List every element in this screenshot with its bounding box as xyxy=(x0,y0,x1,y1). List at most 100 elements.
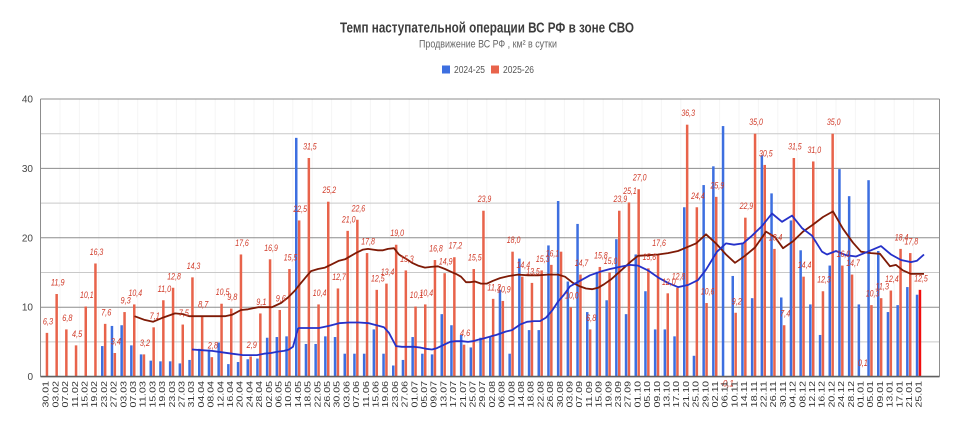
svg-text:28.12: 28.12 xyxy=(846,381,856,408)
svg-text:13.10: 13.10 xyxy=(662,381,672,408)
svg-text:17,2: 17,2 xyxy=(449,241,463,251)
svg-text:21.07: 21.07 xyxy=(458,381,468,408)
svg-text:2025-26: 2025-26 xyxy=(503,65,534,76)
svg-text:17.01: 17.01 xyxy=(894,381,904,408)
svg-text:02.08: 02.08 xyxy=(487,381,497,408)
svg-text:22,5: 22,5 xyxy=(293,204,308,214)
svg-text:15.02: 15.02 xyxy=(80,381,90,408)
svg-text:30.01: 30.01 xyxy=(41,381,51,408)
svg-text:26.11: 26.11 xyxy=(768,381,778,408)
svg-text:3,2: 3,2 xyxy=(140,338,150,348)
svg-text:24.04: 24.04 xyxy=(244,381,254,408)
svg-text:10: 10 xyxy=(22,303,34,314)
svg-text:30,5: 30,5 xyxy=(759,148,773,158)
svg-text:25,2: 25,2 xyxy=(322,185,336,195)
svg-text:12,5: 12,5 xyxy=(914,273,928,283)
svg-text:10,3: 10,3 xyxy=(866,289,880,299)
svg-text:4,5: 4,5 xyxy=(72,329,83,339)
svg-text:19.02: 19.02 xyxy=(89,381,99,408)
svg-text:14.05: 14.05 xyxy=(293,381,303,408)
svg-text:26.08: 26.08 xyxy=(545,381,555,408)
svg-text:10.05: 10.05 xyxy=(283,381,293,408)
svg-text:17,8: 17,8 xyxy=(905,237,919,247)
svg-text:05.07: 05.07 xyxy=(419,381,429,408)
svg-text:23.06: 23.06 xyxy=(390,381,400,408)
svg-text:02.11: 02.11 xyxy=(710,381,720,408)
svg-text:2,8: 2,8 xyxy=(207,341,219,351)
svg-text:18.11: 18.11 xyxy=(749,381,759,408)
svg-text:11.02: 11.02 xyxy=(70,381,80,408)
svg-text:27.02: 27.02 xyxy=(109,381,119,408)
svg-text:16,3: 16,3 xyxy=(90,247,104,257)
svg-text:3,4: 3,4 xyxy=(111,337,121,347)
svg-text:10.08: 10.08 xyxy=(506,381,516,408)
svg-text:10.11: 10.11 xyxy=(729,381,739,408)
svg-text:28.04: 28.04 xyxy=(254,381,264,408)
svg-text:01.07: 01.07 xyxy=(409,381,419,408)
svg-text:30.08: 30.08 xyxy=(555,381,565,408)
svg-text:18.05: 18.05 xyxy=(303,381,313,408)
svg-text:25,1: 25,1 xyxy=(622,186,636,196)
svg-text:6,3: 6,3 xyxy=(43,316,54,326)
svg-text:9,1: 9,1 xyxy=(256,297,266,307)
svg-text:11,2: 11,2 xyxy=(487,282,501,292)
svg-text:27.09: 27.09 xyxy=(623,381,633,408)
svg-text:21.01: 21.01 xyxy=(904,381,914,408)
svg-text:22,6: 22,6 xyxy=(351,203,366,213)
svg-text:08.04: 08.04 xyxy=(206,381,216,408)
svg-text:16,9: 16,9 xyxy=(264,243,278,253)
svg-text:15.09: 15.09 xyxy=(594,381,604,408)
svg-text:23.09: 23.09 xyxy=(613,381,623,408)
svg-text:14,4: 14,4 xyxy=(798,260,812,270)
svg-text:15,5: 15,5 xyxy=(284,253,298,263)
svg-text:05.01: 05.01 xyxy=(865,381,875,408)
svg-text:31.03: 31.03 xyxy=(186,381,196,408)
svg-text:17,6: 17,6 xyxy=(652,238,666,248)
svg-text:0: 0 xyxy=(27,372,33,383)
svg-text:12.12: 12.12 xyxy=(807,381,817,408)
svg-text:14,7: 14,7 xyxy=(575,258,589,268)
svg-text:0,1: 0,1 xyxy=(858,358,868,368)
svg-text:07.09: 07.09 xyxy=(574,381,584,408)
svg-text:Темп наступательной операции В: Темп наступательной операции ВС РФ в зон… xyxy=(340,21,634,37)
svg-text:05.10: 05.10 xyxy=(642,381,652,408)
svg-text:03.06: 03.06 xyxy=(341,381,351,408)
svg-text:9,2: 9,2 xyxy=(732,296,742,306)
svg-text:40: 40 xyxy=(22,95,34,106)
svg-text:16,1: 16,1 xyxy=(546,248,560,258)
svg-text:9,6: 9,6 xyxy=(276,294,287,304)
svg-text:7,6: 7,6 xyxy=(101,307,112,317)
svg-text:-0,1: -0,1 xyxy=(720,379,734,389)
svg-text:18.08: 18.08 xyxy=(526,381,536,408)
svg-text:21,0: 21,0 xyxy=(341,214,356,224)
svg-text:27,0: 27,0 xyxy=(632,173,647,183)
svg-text:2024-25: 2024-25 xyxy=(454,65,485,76)
svg-text:06.11: 06.11 xyxy=(720,381,730,408)
svg-text:16,8: 16,8 xyxy=(429,244,443,254)
svg-text:4,6: 4,6 xyxy=(460,328,471,338)
svg-text:17.07: 17.07 xyxy=(448,381,458,408)
svg-text:15,3: 15,3 xyxy=(536,254,550,264)
svg-text:22.11: 22.11 xyxy=(759,381,769,408)
svg-text:2,9: 2,9 xyxy=(246,340,257,350)
svg-text:19.03: 19.03 xyxy=(157,381,167,408)
svg-text:12,0: 12,0 xyxy=(662,277,676,287)
svg-text:25.10: 25.10 xyxy=(691,381,701,408)
svg-text:9,3: 9,3 xyxy=(121,296,132,306)
svg-text:17.10: 17.10 xyxy=(671,381,681,408)
svg-text:24,4: 24,4 xyxy=(690,191,704,201)
svg-text:19,0: 19,0 xyxy=(390,228,404,238)
svg-text:12,8: 12,8 xyxy=(672,271,686,281)
svg-text:30.05: 30.05 xyxy=(332,381,342,408)
svg-text:31,0: 31,0 xyxy=(808,145,822,155)
svg-text:22.08: 22.08 xyxy=(535,381,545,408)
svg-text:19.06: 19.06 xyxy=(380,381,390,408)
svg-text:07.03: 07.03 xyxy=(128,381,138,408)
svg-text:23,9: 23,9 xyxy=(477,194,491,204)
svg-text:25.07: 25.07 xyxy=(468,381,478,408)
svg-text:31,5: 31,5 xyxy=(788,142,802,152)
svg-text:06.08: 06.08 xyxy=(497,381,507,408)
svg-text:15,0: 15,0 xyxy=(604,256,618,266)
svg-text:15,3: 15,3 xyxy=(400,254,414,264)
svg-text:36,3: 36,3 xyxy=(681,108,695,118)
